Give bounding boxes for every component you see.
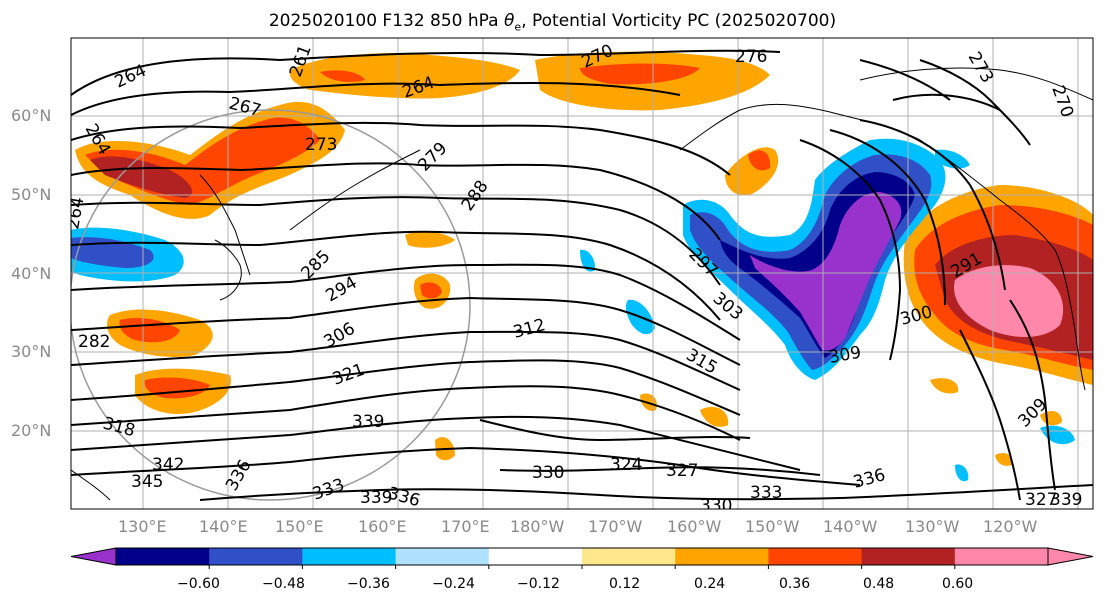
lon-label-160w: 160°W	[667, 517, 722, 536]
lat-label-40n: 40°N	[11, 264, 52, 283]
contour-label: 342	[152, 455, 184, 475]
contour-label: 333	[310, 475, 347, 505]
contour-label: 336	[851, 465, 888, 493]
colorbar-segment	[675, 548, 769, 565]
colorbar-segment	[582, 548, 676, 565]
colorbar	[70, 547, 1094, 569]
contour-label: 330	[532, 463, 564, 483]
lon-label-120w: 120°W	[983, 517, 1038, 536]
contour-label: 339	[352, 412, 384, 432]
contour-label: 327	[1025, 490, 1057, 510]
contour-label: 339	[360, 488, 392, 508]
pv-positive-region	[930, 378, 959, 394]
pv-positive-region	[320, 70, 365, 82]
lon-label-180w: 180°W	[510, 517, 565, 536]
colorbar-tick-label: −0.36	[347, 576, 390, 592]
pv-positive-region	[580, 63, 700, 85]
contour-label: 273	[305, 135, 337, 155]
contour-label: 336	[222, 456, 256, 494]
pv-positive-region	[995, 453, 1013, 466]
map-title: 2025020100 F132 850 hPa θe, Potential Vo…	[268, 11, 837, 34]
lon-label-170e: 170°E	[441, 517, 490, 536]
colorbar-tick-label: 0.36	[779, 576, 811, 592]
contour-label: 312	[511, 315, 548, 343]
colorbar-tick-label: 0.60	[942, 576, 974, 592]
map-frame	[70, 37, 1094, 510]
pv-positive-region	[748, 150, 771, 171]
pv-positive-region	[405, 231, 455, 248]
pv-positive-region	[289, 53, 520, 99]
lon-label-140e: 140°E	[199, 517, 248, 536]
pv-negative-region	[935, 149, 970, 169]
pv-negative-region	[955, 464, 969, 482]
contour-label: 279	[414, 138, 451, 175]
lat-label-20n: 20°N	[11, 421, 52, 440]
colorbar-tick-label: 0.24	[694, 576, 726, 592]
pv-negative-region	[1040, 425, 1075, 445]
reference-circle	[71, 109, 471, 501]
contour-label: 267	[227, 94, 264, 122]
lon-label-130e: 130°E	[118, 517, 167, 536]
pv-positive-region	[954, 265, 1064, 337]
pv-negative-region	[750, 192, 902, 351]
lon-label-150e: 150°E	[275, 517, 324, 536]
lon-label-130w: 130°W	[905, 517, 960, 536]
contour-label: 318	[101, 414, 138, 442]
contour-label: 288	[458, 177, 493, 215]
contour-label: 339	[1050, 490, 1082, 510]
contour-label: 270	[1047, 83, 1077, 120]
lon-label-150w: 150°W	[745, 517, 800, 536]
colorbar-segment	[302, 548, 397, 565]
pv-negative-region	[580, 249, 596, 272]
pv-negative-region	[71, 237, 154, 268]
theta-e-contours	[71, 49, 1093, 501]
contour-label: 330	[700, 496, 732, 516]
colorbar-segment	[209, 548, 303, 565]
colorbar-tick-label: −0.60	[177, 576, 220, 592]
colorbar-tick-label: 0.12	[609, 576, 641, 592]
contour-label: 282	[78, 332, 110, 352]
pv-positive-region	[90, 156, 193, 198]
lat-label-60n: 60°N	[11, 106, 52, 125]
colorbar-tick-label: −0.24	[432, 576, 475, 592]
contour-label: 324	[610, 455, 642, 475]
contour-label: 264	[63, 195, 88, 230]
pv-positive-region	[420, 282, 442, 299]
contour-label: 276	[735, 47, 767, 67]
colorbar-segment	[395, 548, 490, 565]
lon-label-160e: 160°E	[358, 517, 407, 536]
colorbar-segment	[116, 548, 210, 565]
colorbar-segment	[488, 548, 583, 565]
colorbar-tick-label: 0.48	[863, 576, 895, 592]
graticule	[71, 38, 1093, 509]
lon-label-170w: 170°W	[588, 517, 643, 536]
colorbar-segment	[954, 548, 1049, 565]
colorbar-segment	[768, 548, 863, 565]
coastlines	[71, 67, 1093, 501]
pv-positive-region	[700, 406, 729, 427]
lat-label-50n: 50°N	[11, 185, 52, 204]
colorbar-extend-high	[1047, 547, 1094, 566]
colorbar-tick-label: −0.48	[262, 576, 305, 592]
contour-label: 333	[750, 483, 782, 503]
lat-label-30n: 30°N	[11, 342, 52, 361]
contour-label: 321	[330, 360, 367, 390]
colorbar-extend-low	[70, 547, 117, 566]
colorbar-segment	[861, 548, 956, 565]
colorbar-tick-label: −0.12	[517, 576, 560, 592]
contour-label: 309	[827, 343, 862, 368]
contour-label: 345	[131, 472, 163, 492]
contour-label: 327	[666, 461, 698, 481]
lon-label-140w: 140°W	[823, 517, 878, 536]
